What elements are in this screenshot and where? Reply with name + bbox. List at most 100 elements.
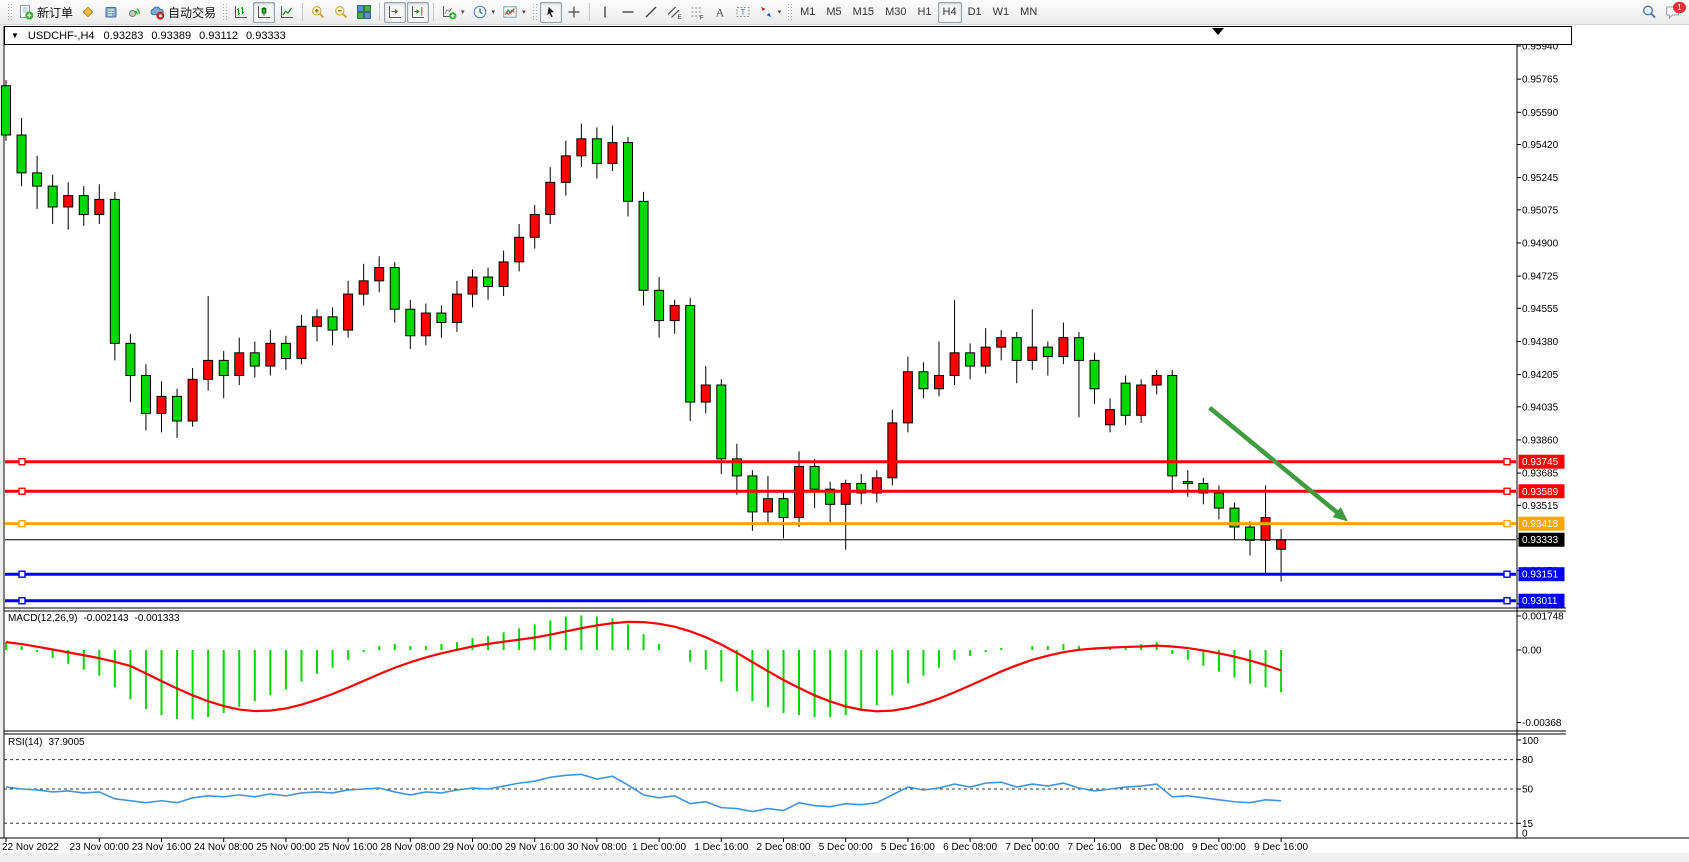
line-chart-button[interactable] [276,2,298,23]
svg-text:8 Dec 08:00: 8 Dec 08:00 [1130,842,1184,853]
rsi-pane[interactable]: 100 80 50 150 [4,736,1539,840]
chart-dropdown-icon[interactable]: ▼ [11,31,19,40]
vertical-line-button[interactable] [594,2,616,23]
macd-signal-value: -0.001333 [134,613,180,624]
candle [1058,322,1069,365]
horizontal-line-button[interactable] [617,2,639,23]
chart-symbol-period: USDCHF-,H4 [27,29,95,42]
svg-text:28 Nov 08:00: 28 Nov 08:00 [381,842,441,853]
timeframe-d1-button[interactable]: D1 [963,2,987,23]
candle [63,182,74,230]
candle [343,280,354,338]
svg-text:0.93685: 0.93685 [1522,469,1559,480]
horizontal-level-line[interactable]: 0.93589 [5,484,1565,499]
candle [685,297,696,421]
trend-arrow[interactable] [1208,405,1348,522]
label-icon: T [735,4,751,20]
new-order-button[interactable]: 新订单 [15,2,76,23]
toolbar-right-group: 1 [1638,1,1686,23]
fibonacci-icon: F [689,4,705,20]
horizontal-level-line[interactable]: 0.93745 [5,454,1565,469]
period-button[interactable]: ▾ [469,2,499,23]
time-axis[interactable]: 22 Nov 2022 23 Nov 00:00 23 Nov 16:00 24 No… [2,838,1308,853]
bar-chart-icon [233,4,249,20]
timeframe-h4-button[interactable]: H4 [937,1,962,23]
svg-text:9 Dec 16:00: 9 Dec 16:00 [1254,842,1308,853]
candle [716,379,727,475]
candle [249,341,260,378]
horizontal-level-line[interactable]: 0.93011 [5,593,1565,608]
community-chat-button[interactable]: 1 [1662,1,1686,23]
label-button[interactable]: T [732,2,754,23]
price-badge: 0.93011 [1518,593,1565,608]
arrows-button[interactable]: ▾ [755,2,785,23]
market-watch-icon [80,4,96,20]
auto-scroll-icon [387,4,403,20]
candle [312,309,322,342]
candlestick-chart-button[interactable] [253,1,276,23]
svg-text:0.94035: 0.94035 [1522,402,1559,413]
autotrade-button[interactable]: 自动交易 [146,2,219,23]
timeframe-mn-button[interactable]: MN [1015,2,1042,23]
arrows-icon [758,4,774,20]
chevron-down-icon: ▾ [522,9,526,16]
timeframe-m30-button[interactable]: M30 [880,2,911,23]
navigator-icon [126,4,142,20]
candle [358,263,369,306]
price-badge: 0.93418 [1518,516,1565,531]
zoom-out-button[interactable] [330,2,352,23]
candle [669,299,680,334]
ohlc-readout: 0.93283 0.93389 0.93112 0.93333 [104,30,286,42]
svg-text:A: A [715,6,724,20]
candle [172,388,183,439]
toolbar-grip [787,3,793,21]
indicators-button[interactable]: ▾ [499,2,529,23]
candle [1105,398,1116,433]
svg-text:0.93589: 0.93589 [1522,487,1559,498]
chart-shift-button[interactable] [407,1,430,23]
candle [405,299,416,350]
chevron-down-icon: ▾ [777,9,782,16]
candle [1,80,11,141]
timeframe-m15-button[interactable]: M15 [848,2,879,23]
market-watch-button[interactable] [77,2,99,23]
clock-icon [472,4,488,20]
candle [607,125,618,171]
candle [467,269,478,308]
fibonacci-button[interactable]: F [686,2,708,23]
candle [47,174,58,225]
candle [1027,309,1038,370]
price-badge: 0.93333 [1518,532,1565,547]
text-button[interactable]: A [709,2,731,23]
auto-scroll-button[interactable] [384,1,407,23]
timeframe-h1-button[interactable]: H1 [912,2,936,23]
cursor-button[interactable] [539,1,562,23]
price-badge: 0.93151 [1518,567,1565,582]
macd-pane[interactable]: 0.001748 0.00 -0.00368 [5,612,1564,729]
crosshair-button[interactable] [563,2,585,23]
tile-windows-button[interactable] [353,2,375,23]
trendline-button[interactable] [640,2,662,23]
data-window-button[interactable] [100,2,122,23]
navigator-button[interactable] [123,2,145,23]
search-button[interactable] [1638,2,1660,23]
timeframe-m5-button[interactable]: M5 [821,2,846,23]
candle [234,337,245,386]
toolbar-separator [302,3,304,21]
toolbar-grip [7,3,12,21]
candle [965,343,976,380]
zoom-in-button[interactable] [307,2,329,23]
bar-chart-button[interactable] [230,2,252,23]
svg-text:0.94900: 0.94900 [1522,238,1559,249]
candle [1073,331,1084,418]
timeframe-w1-button[interactable]: W1 [988,2,1015,23]
channel-button[interactable]: E [663,2,685,23]
timeframe-m1-button[interactable]: M1 [795,2,820,23]
notification-badge: 1 [1673,1,1686,13]
new-chart-button[interactable]: ▾ [438,2,468,23]
horizontal-level-line[interactable]: 0.93418 [5,516,1565,531]
candle [1120,375,1131,425]
svg-text:0.93151: 0.93151 [1522,570,1559,581]
horizontal-level-line[interactable]: 0.93151 [5,567,1565,582]
